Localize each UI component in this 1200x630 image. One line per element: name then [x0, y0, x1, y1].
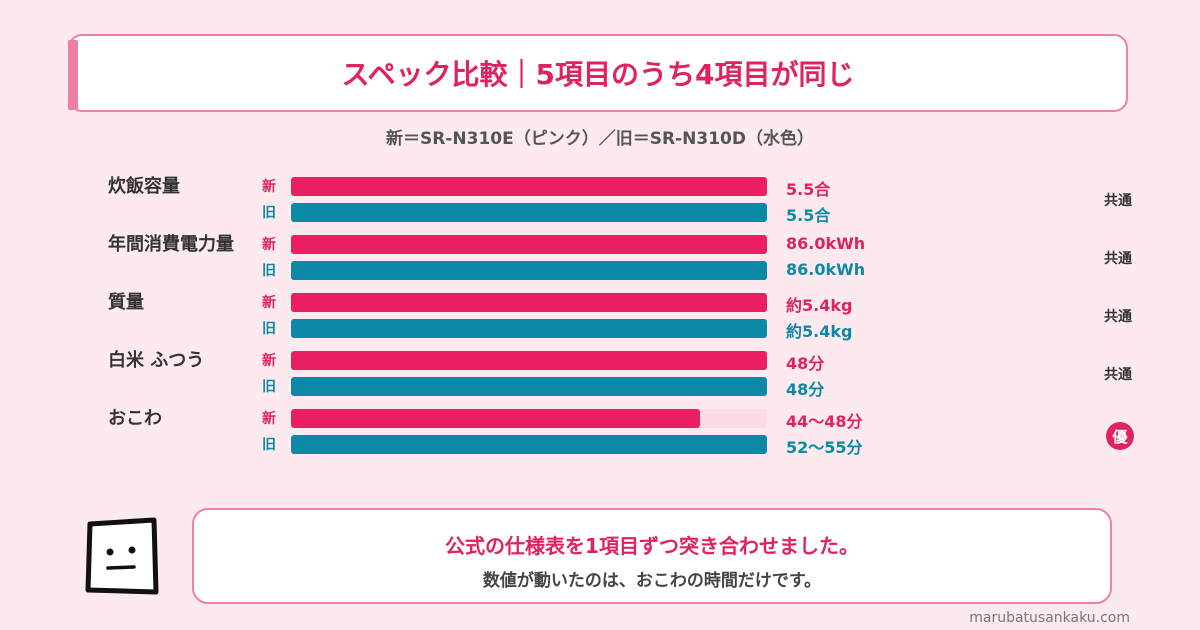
bar-track-new: [291, 177, 767, 196]
series-tag-old: 旧: [262, 321, 276, 337]
bar-track-old: [291, 319, 767, 338]
site-credit[interactable]: marubatusankaku.com: [969, 610, 1130, 626]
series-tag-old: 旧: [262, 263, 276, 279]
bar-track-new: [291, 293, 767, 312]
category-label: 白米 ふつう: [108, 350, 205, 371]
bar-old: [291, 203, 767, 222]
value-label-old: 86.0kWh: [786, 260, 866, 279]
bar-old: [291, 377, 767, 396]
spec-comparison-chart: 炊飯容量新旧 5.5合 5.5合 共通 年間消費電力量新旧 86.0kWh 86.0kWh 共…: [108, 176, 1134, 457]
series-tag-new: 新: [262, 295, 276, 311]
value-label-old: 5.5合: [786, 206, 831, 225]
bar-track-new: [291, 409, 767, 428]
series-tag-old: 旧: [262, 379, 276, 395]
square-face-icon: [85, 517, 159, 595]
category-label: 年間消費電力量: [108, 234, 234, 255]
value-label-new: 44〜48分: [786, 412, 863, 431]
bar-new: [291, 409, 701, 428]
bar-track-new: [291, 351, 767, 370]
chart-title: スペック比較｜5項目のうち4項目が同じ: [341, 58, 855, 91]
bubble-body: 数値が動いたのは、おこわの時間だけです。: [482, 571, 822, 591]
series-tag-new: 新: [262, 353, 276, 369]
chart-subtitle: 新＝SR-N310E（ピンク）／旧＝SR-N310D（水色）: [386, 129, 814, 149]
verdict-label: 共通: [1104, 193, 1132, 209]
series-tag-old: 旧: [262, 437, 276, 453]
bar-track-old: [291, 203, 767, 222]
title-accent-bar: [68, 40, 78, 110]
series-tag-old: 旧: [262, 205, 276, 221]
value-label-new: 48分: [786, 354, 825, 373]
verdict-label: 共通: [1104, 367, 1132, 383]
bar-track-old: [291, 435, 767, 454]
series-tag-new: 新: [262, 179, 276, 195]
value-label-old: 48分: [786, 380, 825, 399]
bar-new: [291, 177, 767, 196]
category-label: 質量: [108, 292, 144, 313]
value-label-new: 5.5合: [786, 180, 831, 199]
verdict-label: 共通: [1104, 309, 1132, 325]
series-tag-new: 新: [262, 237, 276, 253]
series-tag-new: 新: [262, 411, 276, 427]
value-label-new: 約5.4kg: [786, 296, 853, 315]
bar-new: [291, 351, 767, 370]
bar-old: [291, 261, 767, 280]
category-label: 炊飯容量: [108, 176, 180, 197]
title-box: スペック比較｜5項目のうち4項目が同じ: [68, 34, 1128, 112]
bar-old: [291, 319, 767, 338]
speech-bubble: 公式の仕様表を1項目ずつ突き合わせました。 数値が動いたのは、おこわの時間だけで…: [192, 508, 1112, 604]
bar-track-new: [291, 235, 767, 254]
value-label-old: 約5.4kg: [786, 322, 853, 341]
bubble-headline: 公式の仕様表を1項目ずつ突き合わせました。: [445, 534, 859, 558]
bar-old: [291, 435, 767, 454]
bar-new: [291, 235, 767, 254]
verdict-label: 共通: [1104, 251, 1132, 267]
bar-track-old: [291, 261, 767, 280]
bar-track-old: [291, 377, 767, 396]
value-label-new: 86.0kWh: [786, 234, 866, 253]
bar-new: [291, 293, 767, 312]
category-label: おこわ: [108, 408, 162, 429]
verdict-badge: 優: [1106, 422, 1134, 450]
value-label-old: 52〜55分: [786, 438, 863, 457]
